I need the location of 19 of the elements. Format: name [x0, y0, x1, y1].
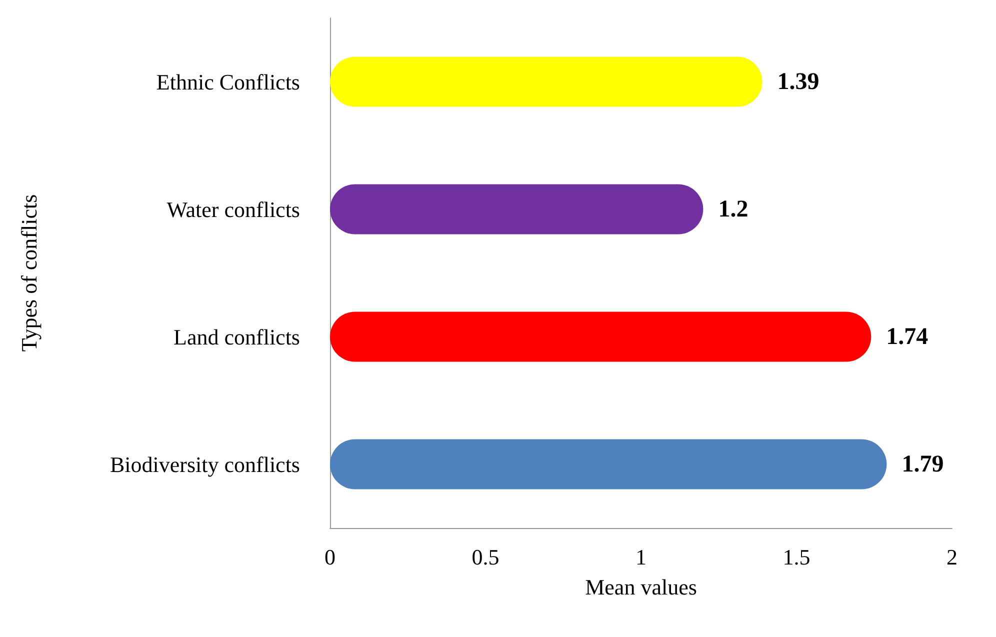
x-tick-label: 2	[946, 544, 958, 570]
y-tick-label: Water conflicts	[166, 196, 300, 222]
x-tick-label: 1	[636, 544, 646, 570]
y-tick-label: Land conflicts	[174, 324, 300, 350]
data-label: 1.74	[886, 324, 928, 350]
bar	[330, 56, 762, 107]
data-label: 1.39	[777, 68, 820, 95]
y-tick-label: Biodiversity conflicts	[110, 452, 300, 477]
bar	[330, 184, 704, 234]
x-axis-title: Mean values	[585, 574, 697, 600]
data-label: 1.2	[718, 196, 748, 222]
y-tick-label: Ethnic Conflicts	[156, 69, 300, 94]
x-tick-label: 0	[324, 544, 336, 570]
x-tick-label: 0.5	[472, 544, 500, 570]
x-tick-label: 1.5	[782, 544, 810, 570]
bar	[330, 312, 872, 362]
data-label: 1.79	[902, 451, 944, 478]
bar	[330, 439, 887, 490]
y-axis-title: Types of conflicts	[16, 194, 42, 352]
